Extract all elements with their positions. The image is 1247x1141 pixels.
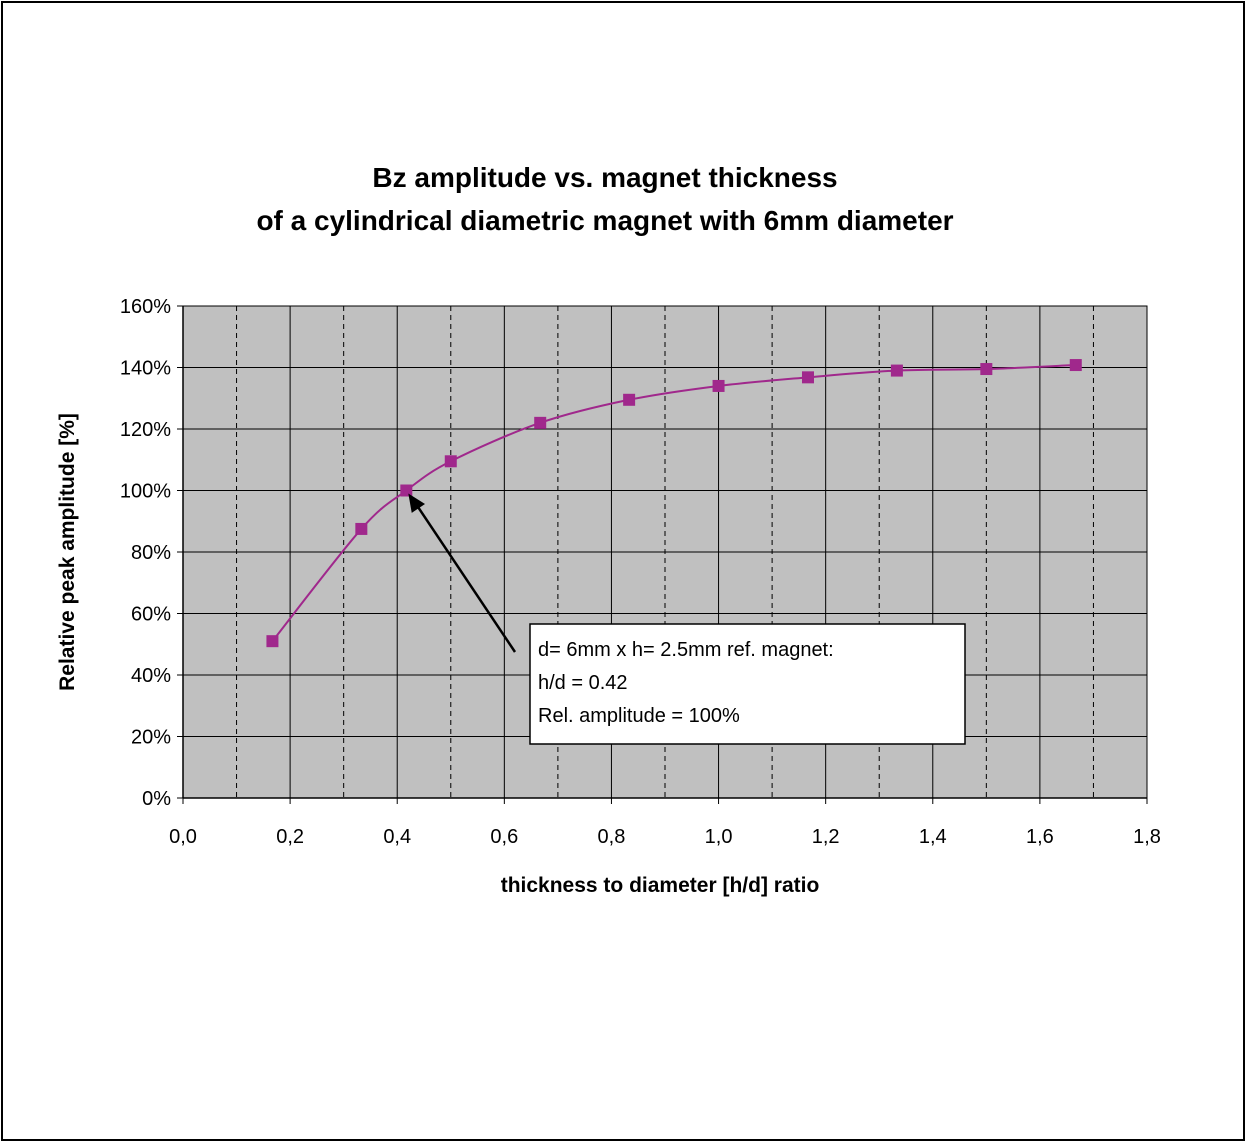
x-tick-label: 0,0 [169, 826, 197, 848]
data-point [801, 371, 814, 384]
y-tick-label: 140% [120, 358, 171, 380]
data-point [712, 379, 725, 392]
data-point [266, 635, 279, 648]
annotation-box [529, 623, 966, 745]
data-point [623, 393, 636, 406]
data-point [400, 484, 413, 497]
x-tick-label: 1,8 [1133, 826, 1161, 848]
annotation-arrowhead [408, 493, 426, 513]
x-tick-label: 1,6 [1026, 826, 1054, 848]
chart-subtitle: of a cylindrical diametric magnet with 6… [256, 205, 953, 236]
x-tick-label: 1,4 [919, 826, 947, 848]
y-tick-label: 0% [142, 788, 171, 810]
annotation-arrow-line [411, 497, 517, 653]
data-point [444, 455, 457, 468]
y-tick-label: 100% [120, 481, 171, 503]
data-point [980, 363, 993, 376]
data-point [534, 416, 547, 429]
y-axis-title: Relative peak amplitude [%] [56, 413, 79, 691]
x-axis-title: thickness to diameter [h/d] ratio [501, 874, 820, 897]
x-tick-label: 0,4 [383, 826, 411, 848]
annotation-text-line: h/d = 0.42 [538, 672, 628, 694]
x-tick-label: 0,6 [490, 826, 518, 848]
y-tick-labels: 0% 20% 40% 60% 80% 100% 120% 140% 160% [120, 296, 171, 810]
annotation-text-line: Rel. amplitude = 100% [538, 705, 740, 727]
x-tick-label: 0,2 [276, 826, 304, 848]
x-tick-label: 1,0 [705, 826, 733, 848]
y-tick-label: 20% [131, 727, 171, 749]
y-tick-label: 80% [131, 542, 171, 564]
y-tick-label: 60% [131, 604, 171, 626]
y-tick-label: 40% [131, 665, 171, 687]
x-tick-label: 0,8 [598, 826, 626, 848]
data-point [1069, 359, 1082, 372]
axes [177, 305, 1148, 804]
chart-title: Bz amplitude vs. magnet thickness [372, 162, 837, 193]
annotation: d= 6mm x h= 2.5mm ref. magnet: h/d = 0.42… [408, 493, 966, 745]
x-tick-labels: 0,0 0,2 0,4 0,6 0,8 1,0 1,2 1,4 1,6 1,8 [169, 826, 1161, 848]
data-point [890, 364, 903, 377]
annotation-text-line: d= 6mm x h= 2.5mm ref. magnet: [538, 639, 834, 661]
x-tick-label: 1,2 [812, 826, 840, 848]
data-point [355, 522, 368, 535]
y-tick-label: 120% [120, 419, 171, 441]
y-tick-label: 160% [120, 296, 171, 318]
series-0 [266, 359, 1082, 648]
